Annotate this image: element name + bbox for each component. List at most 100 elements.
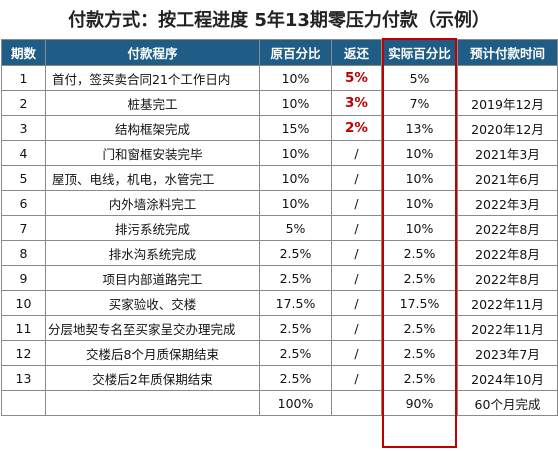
expected-date-cell: 2022年3月 <box>457 190 558 216</box>
original-percent-cell: 10% <box>259 65 332 91</box>
refund-cell: / <box>331 265 382 291</box>
period-cell: 11 <box>1 315 46 341</box>
header-expected-date: 预计付款时间 <box>457 39 558 66</box>
page-title: 付款方式：按工程进度 5年13期零压力付款（示例） <box>68 10 490 31</box>
period-cell: 6 <box>1 190 46 216</box>
actual-percent-cell: 10% <box>381 165 458 191</box>
expected-date-cell: 2022年11月 <box>457 315 558 341</box>
procedure-cell: 买家验收、交楼 <box>45 290 260 316</box>
original-percent-cell: 2.5% <box>259 340 332 366</box>
refund-cell: / <box>331 165 382 191</box>
original-percent-cell: 10% <box>259 165 332 191</box>
procedure-cell: 结构框架完成 <box>45 115 260 141</box>
expected-date-cell: 2021年3月 <box>457 140 558 166</box>
procedure-cell: 分层地契专名至买家呈交办理完成 <box>45 315 260 341</box>
refund-cell: / <box>331 240 382 266</box>
procedure-cell: 首付，签买卖合同21个工作日内 <box>45 65 260 91</box>
header-procedure: 付款程序 <box>45 39 260 66</box>
table-row: 13 交楼后2年质保期结束 2.5%/2.5% 2024年10月 <box>1 365 558 391</box>
original-percent-cell: 17.5% <box>259 290 332 316</box>
actual-percent-cell: 10% <box>381 140 458 166</box>
expected-date-cell: 2022年8月 <box>457 240 558 266</box>
expected-date-cell: 2023年7月 <box>457 340 558 366</box>
table-row: 5 屋顶、电线，机电，水管完工 10%/10% 2021年6月 <box>1 165 558 191</box>
expected-date-cell: 2024年10月 <box>457 365 558 391</box>
period-cell: 7 <box>1 215 46 241</box>
table-row: 2 桩基完工 10% 3% 7% 2019年12月 <box>1 90 558 116</box>
table-row: 1 首付，签买卖合同21个工作日内 10% 5% 5% <box>1 65 558 91</box>
actual-percent-cell: 10% <box>381 215 458 241</box>
actual-percent-cell: 2.5% <box>381 340 458 366</box>
header-refund: 返还 <box>331 39 382 66</box>
table-row: 8 排水沟系统完成 2.5%/2.5% 2022年8月 <box>1 240 558 266</box>
period-cell: 5 <box>1 165 46 191</box>
refund-cell: / <box>331 365 382 391</box>
refund-cell: 5% <box>331 65 382 91</box>
payment-table: 期数 付款程序 原百分比 返还 实际百分比 预计付款时间 1 首付，签买卖合同21… <box>1 39 558 416</box>
procedure-cell: 门和窗框安装完毕 <box>45 140 260 166</box>
total-expected-date-cell: 60个月完成 <box>457 390 558 416</box>
original-percent-cell: 10% <box>259 190 332 216</box>
procedure-cell: 内外墙涂料完工 <box>45 190 260 216</box>
table-row: 3 结构框架完成 15% 2% 13% 2020年12月 <box>1 115 558 141</box>
expected-date-cell <box>457 65 558 91</box>
total-procedure-cell <box>45 390 260 416</box>
table-row: 6 内外墙涂料完工 10%/10% 2022年3月 <box>1 190 558 216</box>
expected-date-cell: 2021年6月 <box>457 165 558 191</box>
actual-percent-cell: 2.5% <box>381 265 458 291</box>
actual-percent-cell: 10% <box>381 190 458 216</box>
table-row: 7 排污系统完成 5%/10% 2022年8月 <box>1 215 558 241</box>
procedure-cell: 排污系统完成 <box>45 215 260 241</box>
actual-percent-cell: 2.5% <box>381 240 458 266</box>
actual-percent-cell: 5% <box>381 65 458 91</box>
procedure-cell: 屋顶、电线，机电，水管完工 <box>45 165 260 191</box>
period-cell: 8 <box>1 240 46 266</box>
refund-cell: / <box>331 190 382 216</box>
period-cell: 10 <box>1 290 46 316</box>
procedure-cell: 交楼后8个月质保期结束 <box>45 340 260 366</box>
period-cell: 12 <box>1 340 46 366</box>
refund-cell: 3% <box>331 90 382 116</box>
refund-cell: / <box>331 340 382 366</box>
procedure-cell: 项目内部道路完工 <box>45 265 260 291</box>
period-cell: 2 <box>1 90 46 116</box>
period-cell: 1 <box>1 65 46 91</box>
refund-cell: / <box>331 140 382 166</box>
table-row: 10 买家验收、交楼 17.5%/17.5% 2022年11月 <box>1 290 558 316</box>
header-original-percent: 原百分比 <box>259 39 332 66</box>
table-row: 9 项目内部道路完工 2.5%/2.5% 2022年8月 <box>1 265 558 291</box>
original-percent-cell: 10% <box>259 140 332 166</box>
procedure-cell: 桩基完工 <box>45 90 260 116</box>
original-percent-cell: 10% <box>259 90 332 116</box>
expected-date-cell: 2019年12月 <box>457 90 558 116</box>
table-row: 4 门和窗框安装完毕 10%/10% 2021年3月 <box>1 140 558 166</box>
actual-percent-cell: 2.5% <box>381 365 458 391</box>
total-original-percent-cell: 100% <box>259 390 332 416</box>
procedure-cell: 交楼后2年质保期结束 <box>45 365 260 391</box>
table-row: 11 分层地契专名至买家呈交办理完成 2.5%/2.5% 2022年11月 <box>1 315 558 341</box>
actual-percent-cell: 7% <box>381 90 458 116</box>
period-cell: 9 <box>1 265 46 291</box>
period-cell: 4 <box>1 140 46 166</box>
header-period: 期数 <box>1 39 46 66</box>
expected-date-cell: 2022年8月 <box>457 215 558 241</box>
original-percent-cell: 2.5% <box>259 265 332 291</box>
expected-date-cell: 2022年11月 <box>457 290 558 316</box>
actual-percent-cell: 13% <box>381 115 458 141</box>
total-actual-percent-cell: 90% <box>381 390 458 416</box>
actual-percent-cell: 2.5% <box>381 315 458 341</box>
original-percent-cell: 15% <box>259 115 332 141</box>
original-percent-cell: 2.5% <box>259 365 332 391</box>
table-row: 12 交楼后8个月质保期结束 2.5%/2.5% 2023年7月 <box>1 340 558 366</box>
expected-date-cell: 2020年12月 <box>457 115 558 141</box>
header-actual-percent: 实际百分比 <box>381 39 458 66</box>
table-header-row: 期数 付款程序 原百分比 返还 实际百分比 预计付款时间 <box>1 39 558 66</box>
original-percent-cell: 5% <box>259 215 332 241</box>
refund-cell: 2% <box>331 115 382 141</box>
expected-date-cell: 2022年8月 <box>457 265 558 291</box>
total-row: 100% 90% 60个月完成 <box>1 390 558 416</box>
period-cell: 13 <box>1 365 46 391</box>
refund-cell: / <box>331 215 382 241</box>
original-percent-cell: 2.5% <box>259 240 332 266</box>
